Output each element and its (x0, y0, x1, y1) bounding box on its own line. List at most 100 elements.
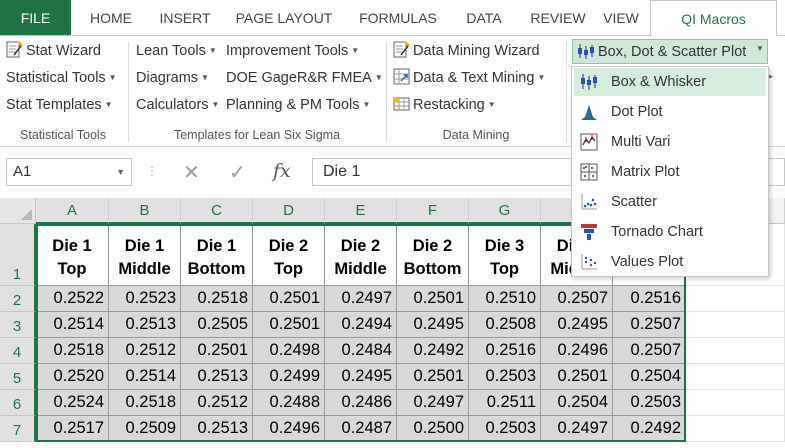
data-cell[interactable]: 0.2516 (469, 338, 541, 364)
menu-item-scatter[interactable]: Scatter (574, 188, 766, 216)
data-cell[interactable]: 0.2520 (36, 364, 109, 390)
data-cell[interactable]: 0.2512 (181, 390, 253, 416)
tab-file[interactable]: FILE (0, 0, 71, 35)
header-cell[interactable]: Die 3 Top (469, 224, 541, 286)
header-cell[interactable]: Die 1 Bottom (181, 224, 253, 286)
menu-item-matrix-plot[interactable]: Matrix Plot (574, 158, 766, 186)
column-header-b[interactable]: B (109, 198, 181, 224)
lean-tools-menu[interactable]: Lean Tools ▼ (136, 43, 217, 59)
data-text-mining-menu[interactable]: Data & Text Mining ▼ (393, 67, 545, 89)
data-cell[interactable]: 0.2492 (613, 416, 686, 442)
insert-function-icon[interactable]: fx (273, 160, 291, 182)
data-cell[interactable]: 0.2511 (469, 390, 541, 416)
diagrams-menu[interactable]: Diagrams ▼ (136, 70, 209, 86)
improvement-tools-menu[interactable]: Improvement Tools ▼ (226, 43, 360, 59)
cell[interactable] (686, 416, 785, 442)
planning-pm-tools-menu[interactable]: Planning & PM Tools ▼ (226, 97, 371, 113)
stat-templates-menu[interactable]: Stat Templates ▼ (6, 97, 113, 113)
data-cell[interactable]: 0.2499 (253, 364, 325, 390)
data-mining-wizard-button[interactable]: Data Mining Wizard (393, 40, 540, 62)
data-cell[interactable]: 0.2488 (253, 390, 325, 416)
data-cell[interactable]: 0.2517 (36, 416, 109, 442)
data-cell[interactable]: 0.2522 (36, 286, 109, 312)
header-cell[interactable]: Die 1 Top (36, 224, 109, 286)
statistical-tools-menu[interactable]: Statistical Tools ▼ (6, 70, 117, 86)
row-header-2[interactable]: 2 (0, 286, 36, 312)
cell[interactable] (686, 390, 785, 416)
column-header-g[interactable]: G (469, 198, 541, 224)
data-cell[interactable]: 0.2518 (36, 338, 109, 364)
data-cell[interactable]: 0.2500 (397, 416, 469, 442)
data-cell[interactable]: 0.2505 (181, 312, 253, 338)
menu-item-values-plot[interactable]: Values Plot (574, 248, 766, 276)
data-cell[interactable]: 0.2503 (469, 364, 541, 390)
data-cell[interactable]: 0.2518 (181, 286, 253, 312)
data-cell[interactable]: 0.2497 (325, 286, 397, 312)
data-cell[interactable]: 0.2498 (253, 338, 325, 364)
tab-view[interactable]: VIEW (603, 10, 639, 26)
row-header-5[interactable]: 5 (0, 364, 36, 390)
header-cell[interactable]: Die 2 Bottom (397, 224, 469, 286)
data-cell[interactable]: 0.2513 (109, 312, 181, 338)
tab-home[interactable]: HOME (90, 10, 132, 26)
data-cell[interactable]: 0.2504 (613, 364, 686, 390)
data-cell[interactable]: 0.2512 (109, 338, 181, 364)
cell[interactable] (686, 338, 785, 364)
data-cell[interactable]: 0.2501 (181, 338, 253, 364)
data-cell[interactable]: 0.2503 (469, 416, 541, 442)
tab-qi-macros[interactable]: QI Macros (650, 0, 777, 36)
ribbon-scroll-right-icon[interactable]: ▶ (766, 71, 773, 81)
column-header-a[interactable]: A (36, 198, 109, 224)
header-cell[interactable]: Die 2 Middle (325, 224, 397, 286)
data-cell[interactable]: 0.2514 (109, 364, 181, 390)
drag-handle-icon[interactable]: ⋮ (146, 164, 158, 178)
box-dot-scatter-plot-button[interactable]: Box, Dot & Scatter Plot ▼ (572, 39, 768, 64)
data-cell[interactable]: 0.2501 (253, 286, 325, 312)
data-cell[interactable]: 0.2524 (36, 390, 109, 416)
tab-formulas[interactable]: FORMULAS (359, 10, 437, 26)
tab-review[interactable]: REVIEW (530, 10, 586, 26)
data-cell[interactable]: 0.2487 (325, 416, 397, 442)
data-cell[interactable]: 0.2510 (469, 286, 541, 312)
header-cell[interactable]: Die 2 Top (253, 224, 325, 286)
data-cell[interactable]: 0.2501 (541, 364, 613, 390)
cell[interactable] (686, 286, 785, 312)
menu-item-tornado-chart[interactable]: Tornado Chart (574, 218, 766, 246)
column-header-c[interactable]: C (181, 198, 253, 224)
column-header-f[interactable]: F (397, 198, 469, 224)
data-cell[interactable]: 0.2495 (541, 312, 613, 338)
data-cell[interactable]: 0.2518 (109, 390, 181, 416)
row-header-1[interactable]: 1 (0, 224, 36, 286)
data-cell[interactable]: 0.2494 (325, 312, 397, 338)
column-header-e[interactable]: E (325, 198, 397, 224)
data-cell[interactable]: 0.2509 (109, 416, 181, 442)
header-cell[interactable]: Die 1 Middle (109, 224, 181, 286)
data-cell[interactable]: 0.2514 (36, 312, 109, 338)
name-box[interactable]: A1 ▼ (6, 158, 132, 186)
data-cell[interactable]: 0.2516 (613, 286, 686, 312)
data-cell[interactable]: 0.2508 (469, 312, 541, 338)
data-cell[interactable]: 0.2507 (613, 338, 686, 364)
tab-insert[interactable]: INSERT (159, 10, 211, 26)
data-cell[interactable]: 0.2503 (613, 390, 686, 416)
row-header-6[interactable]: 6 (0, 390, 36, 416)
tab-page-layout[interactable]: PAGE LAYOUT (235, 10, 333, 26)
column-header-d[interactable]: D (253, 198, 325, 224)
data-cell[interactable]: 0.2523 (109, 286, 181, 312)
restacking-menu[interactable]: Restacking ▼ (393, 94, 496, 116)
cell[interactable] (686, 312, 785, 338)
data-cell[interactable]: 0.2495 (397, 312, 469, 338)
data-cell[interactable]: 0.2501 (397, 364, 469, 390)
stat-wizard-button[interactable]: Stat Wizard (6, 40, 101, 62)
data-cell[interactable]: 0.2496 (253, 416, 325, 442)
menu-item-multi-vari[interactable]: Multi Vari (574, 128, 766, 156)
data-cell[interactable]: 0.2496 (541, 338, 613, 364)
data-cell[interactable]: 0.2495 (325, 364, 397, 390)
select-all-corner[interactable] (0, 198, 36, 224)
data-cell[interactable]: 0.2486 (325, 390, 397, 416)
calculators-menu[interactable]: Calculators ▼ (136, 97, 220, 113)
tab-data[interactable]: DATA (466, 10, 502, 26)
cell[interactable] (686, 364, 785, 390)
data-cell[interactable]: 0.2501 (397, 286, 469, 312)
data-cell[interactable]: 0.2497 (541, 416, 613, 442)
